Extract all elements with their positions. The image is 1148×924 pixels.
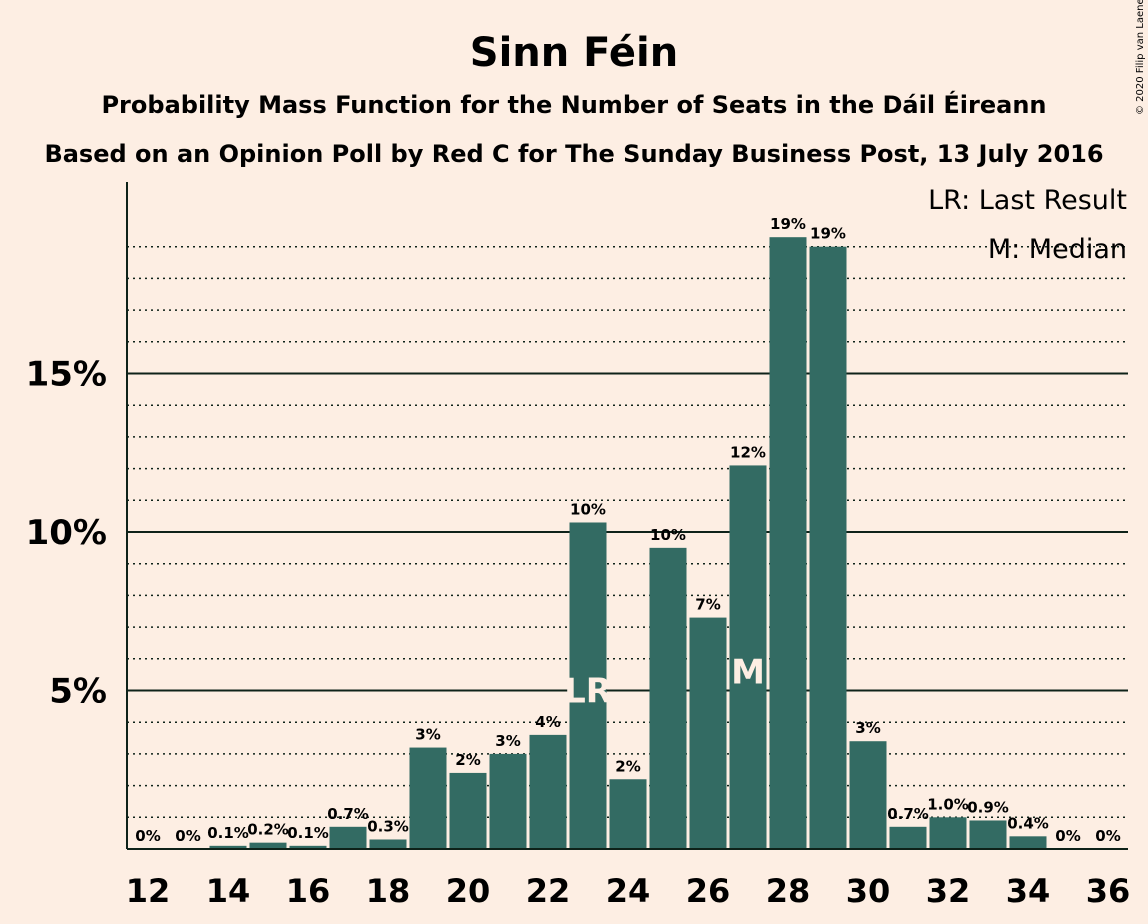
data-label-seat-20: 2%: [455, 751, 480, 769]
y-tick-label: 15%: [26, 355, 107, 395]
bar-seat-31: [889, 826, 927, 849]
data-label-seat-29: 19%: [810, 225, 846, 243]
data-label-seat-22: 4%: [535, 713, 560, 731]
bar-seat-24: [609, 779, 647, 849]
x-tick-label: 14: [206, 872, 251, 910]
x-tick-label: 18: [366, 872, 411, 910]
median-marker: M: [731, 652, 765, 692]
x-tick-label: 12: [126, 872, 171, 910]
bar-seat-16: [289, 845, 327, 849]
bar-seat-15: [249, 842, 287, 849]
chart-subtitle: Probability Mass Function for the Number…: [101, 90, 1046, 119]
bar-seat-29: [809, 246, 847, 849]
data-label-seat-35: 0%: [1055, 827, 1080, 845]
data-label-seat-14: 0.1%: [207, 824, 249, 842]
data-label-seat-33: 0.9%: [967, 798, 1009, 816]
data-label-seat-21: 3%: [495, 732, 520, 750]
x-tick-label: 36: [1086, 872, 1131, 910]
x-tick-label: 34: [1006, 872, 1051, 910]
bar-seat-25: [649, 547, 687, 849]
data-label-seat-19: 3%: [415, 726, 440, 744]
y-tick-label: 10%: [26, 513, 107, 553]
data-label-seat-32: 1.0%: [927, 795, 969, 813]
bar-seat-28: [769, 237, 807, 849]
data-label-seat-34: 0.4%: [1007, 814, 1049, 832]
data-label-seat-24: 2%: [615, 757, 640, 775]
bar-seat-14: [209, 845, 247, 849]
bar-seat-23: [569, 522, 607, 849]
data-label-seat-18: 0.3%: [367, 817, 409, 835]
chart-title: Sinn Féin: [470, 30, 678, 76]
data-label-seat-25: 10%: [650, 526, 686, 544]
legend-last-result: LR: Last Result: [928, 185, 1127, 216]
data-label-seat-27: 12%: [730, 443, 766, 461]
data-label-seat-16: 0.1%: [287, 824, 329, 842]
bar-seat-21: [489, 753, 527, 849]
data-label-seat-23: 10%: [570, 500, 606, 518]
x-tick-label: 20: [446, 872, 491, 910]
last-result-marker: LR: [564, 672, 612, 712]
bar-seat-17: [329, 826, 367, 849]
bar-seat-19: [409, 747, 447, 849]
x-tick-label: 26: [686, 872, 731, 910]
legend-median: M: Median: [988, 234, 1127, 265]
bar-seat-18: [369, 839, 407, 849]
chart-subtitle-source: Based on an Opinion Poll by Red C for Th…: [44, 140, 1103, 168]
data-label-seat-12: 0%: [135, 827, 160, 845]
x-tick-label: 30: [846, 872, 891, 910]
x-tick-label: 16: [286, 872, 331, 910]
x-tick-label: 28: [766, 872, 811, 910]
x-tick-label: 24: [606, 872, 651, 910]
bar-seat-34: [1009, 836, 1047, 849]
bar-seat-33: [969, 820, 1007, 849]
bar-seat-30: [849, 741, 887, 849]
bar-seat-20: [449, 772, 487, 849]
x-tick-label: 22: [526, 872, 571, 910]
bar-seat-32: [929, 817, 967, 849]
data-label-seat-26: 7%: [695, 596, 720, 614]
bar-seat-27: [729, 465, 767, 849]
bar-seat-26: [689, 617, 727, 849]
data-label-seat-15: 0.2%: [247, 821, 289, 839]
data-label-seat-36: 0%: [1095, 827, 1120, 845]
x-tick-label: 32: [926, 872, 971, 910]
data-label-seat-13: 0%: [175, 827, 200, 845]
y-tick-label: 5%: [49, 672, 107, 712]
data-label-seat-17: 0.7%: [327, 805, 369, 823]
data-label-seat-31: 0.7%: [887, 805, 929, 823]
data-label-seat-28: 19%: [770, 215, 806, 233]
copyright-text: © 2020 Filip van Laenen: [1135, 0, 1146, 115]
bar-seat-22: [529, 734, 567, 849]
data-label-seat-30: 3%: [855, 719, 880, 737]
